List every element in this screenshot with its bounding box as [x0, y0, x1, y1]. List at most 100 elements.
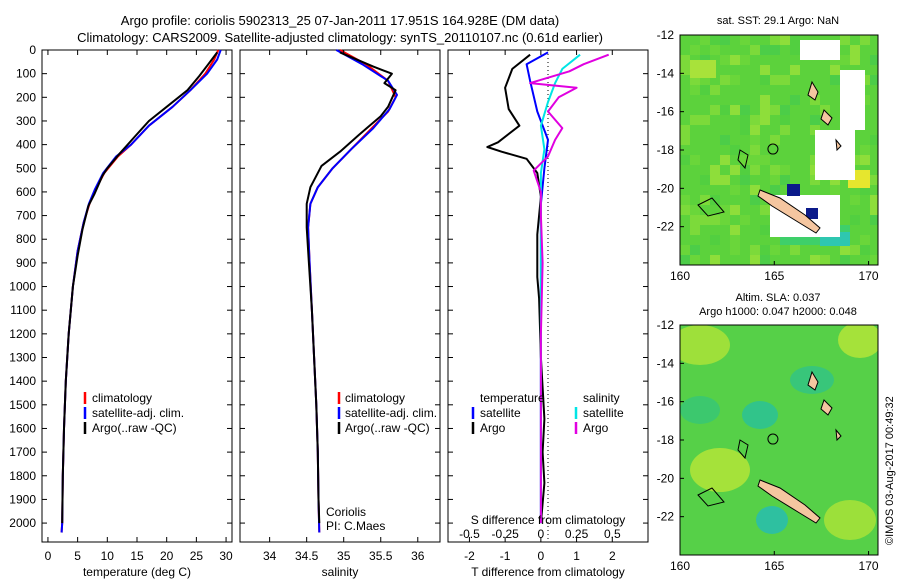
- sst-cell: [730, 165, 740, 175]
- sst-cell: [740, 155, 750, 165]
- sst-cell: [680, 255, 690, 265]
- y-tick-label: 700: [16, 209, 36, 223]
- sst-cell: [680, 135, 690, 145]
- y-tick-label: 200: [16, 90, 36, 104]
- sla-high-blob: [690, 448, 750, 492]
- sla-map-y-ticks: -12 -14 -16 -18 -20 -22: [657, 318, 684, 524]
- sst-cell: [850, 55, 860, 65]
- sst-cell: [760, 205, 770, 215]
- sst-cell: [760, 135, 770, 145]
- sst-cell: [830, 75, 840, 85]
- sst-cell: [700, 75, 710, 85]
- sst-cell: [740, 145, 750, 155]
- depth-y-ticks: 0 100 200 300 400 500 600 700 800 900 1000 1100 1200…: [9, 43, 232, 530]
- y-tick-label: 1000: [9, 280, 36, 294]
- sst-cell: [730, 235, 740, 245]
- profile-location-marker: [767, 143, 779, 155]
- sst-cell: [850, 215, 860, 225]
- sst-cell: [750, 45, 760, 55]
- sst-cell: [860, 145, 870, 155]
- sst-cell: [870, 75, 878, 85]
- y-tick-label: 2000: [9, 516, 36, 530]
- map-x-tick-label: 165: [764, 269, 784, 283]
- x-tick-label: 35.5: [369, 549, 393, 563]
- sst-cell: [870, 205, 878, 215]
- sst-cell: [700, 215, 710, 225]
- sst-cell: [720, 75, 730, 85]
- sst-cell: [750, 75, 760, 85]
- sst-cell: [700, 35, 710, 45]
- legend-label-sal-argo: Argo: [583, 421, 609, 435]
- sst-cell: [790, 35, 800, 45]
- sst-cell: [780, 185, 790, 195]
- sst-cell: [690, 115, 700, 125]
- sst-cell: [690, 225, 700, 235]
- sst-cell: [850, 195, 860, 205]
- legend-header-salinity: salinity: [583, 391, 620, 405]
- sst-cell: [680, 105, 690, 115]
- salinity-legend: climatology satellite-adj. clim. Argo(..…: [337, 391, 437, 435]
- legend-label-temp-satellite: satellite: [480, 406, 521, 420]
- sst-cell: [860, 35, 870, 45]
- sst-map-y-ticks: -12 -14 -16 -18 -20 -22: [657, 28, 684, 234]
- sst-cell: [800, 105, 810, 115]
- sst-cell: [830, 185, 840, 195]
- sst-cell: [750, 165, 760, 175]
- map-y-tick-label: -22: [657, 510, 675, 524]
- sst-cell: [750, 155, 760, 165]
- x-tick-label: 10: [101, 549, 115, 563]
- salinity-x-label: salinity: [322, 565, 359, 579]
- sst-cell: [730, 225, 740, 235]
- sst-cell: [740, 115, 750, 125]
- sst-cell: [730, 105, 740, 115]
- y-tick-label: 1100: [10, 303, 36, 317]
- sst-cell: [720, 105, 730, 115]
- sst-cell: [760, 115, 770, 125]
- x-tick-label: 0: [45, 549, 52, 563]
- x-tick-label: 35: [337, 549, 351, 563]
- sst-cell: [840, 245, 850, 255]
- reef-outline: [697, 487, 725, 507]
- sst-cell: [870, 55, 878, 65]
- sst-cell: [760, 65, 770, 75]
- new-caledonia-island: [757, 479, 821, 524]
- sst-cell: [770, 45, 780, 55]
- sst-cell: [720, 205, 730, 215]
- series-line-temperature-argo: [486, 53, 546, 524]
- sst-cell: [820, 255, 830, 265]
- sst-cell: [810, 255, 820, 265]
- sst-cell: [860, 185, 870, 195]
- sst-cell: [850, 185, 860, 195]
- y-tick-label: 400: [16, 138, 36, 152]
- sst-cell: [830, 115, 840, 125]
- y-tick-label: 1400: [9, 374, 36, 388]
- legend-header-temperature: temperature: [480, 391, 545, 405]
- sst-cell: [760, 255, 770, 265]
- sst-cell: [720, 35, 730, 45]
- sst-cell: [820, 105, 830, 115]
- sst-cell: [760, 225, 770, 235]
- sst-cell: [820, 185, 830, 195]
- top-tick-label: 0: [538, 527, 545, 541]
- profile-location-marker: [767, 433, 779, 445]
- sst-cell: [790, 75, 800, 85]
- sst-cell: [700, 85, 710, 95]
- legend-label-argo: Argo(..raw -QC): [345, 421, 430, 435]
- sla-field: [680, 325, 878, 555]
- sst-cell: [860, 245, 870, 255]
- map-x-tick-label: 170: [859, 559, 879, 573]
- temperature-series: [60, 49, 222, 533]
- salinity-x-ticks: 34 34.5 35 35.5 36: [263, 50, 425, 563]
- sst-cell: [790, 45, 800, 55]
- sst-cell: [720, 175, 730, 185]
- sst-cell: [680, 55, 690, 65]
- sst-cell: [700, 185, 710, 195]
- new-caledonia-island: [757, 189, 821, 234]
- sst-field: [680, 35, 878, 265]
- sst-cell: [690, 45, 700, 55]
- sst-cell: [700, 175, 710, 185]
- sst-cell: [780, 105, 790, 115]
- sst-cell: [680, 205, 690, 215]
- sst-cell: [730, 185, 740, 195]
